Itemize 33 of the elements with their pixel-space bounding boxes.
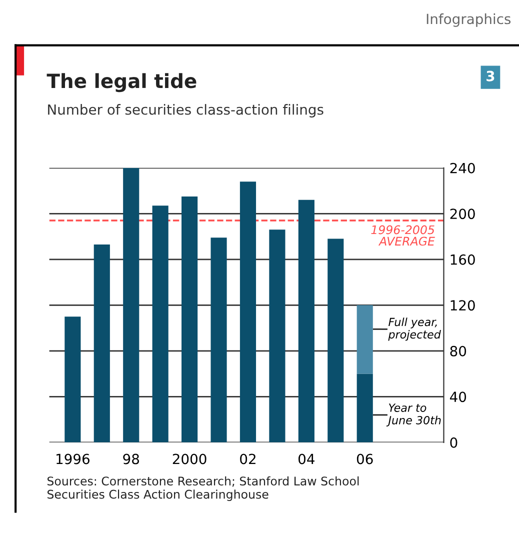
ref-line-label: 1996-2005 AVERAGE bbox=[371, 225, 435, 246]
bar bbox=[94, 244, 110, 442]
bar bbox=[269, 230, 286, 442]
series-label: Full year, projected bbox=[388, 318, 441, 341]
y-tick-label: 160 bbox=[450, 254, 475, 265]
bar bbox=[64, 316, 81, 442]
bar bbox=[152, 206, 168, 442]
text: 3 bbox=[486, 70, 494, 82]
bar bbox=[182, 196, 198, 442]
x-tick-label: 1996 bbox=[56, 454, 90, 464]
y-tick-label: 240 bbox=[450, 162, 475, 174]
y-tick-label: 120 bbox=[450, 300, 475, 311]
y-tick-label: 0 bbox=[450, 437, 458, 448]
bar bbox=[123, 168, 140, 442]
y-tick-label: 40 bbox=[450, 392, 466, 402]
bar bbox=[210, 238, 227, 442]
x-tick-label: 04 bbox=[298, 454, 314, 464]
text: Infographics bbox=[426, 13, 511, 27]
bar bbox=[298, 200, 314, 442]
x-tick-label: 2000 bbox=[172, 454, 206, 464]
y-tick-label: 200 bbox=[450, 208, 475, 220]
bar bbox=[356, 305, 373, 374]
source-note: Sources: Cornerstone Research; Stanford Law School Securities Class Action Clearinghouse bbox=[47, 476, 359, 502]
bar bbox=[356, 374, 373, 442]
bar bbox=[328, 238, 344, 442]
chart-title: The legal tide bbox=[46, 73, 196, 92]
series-label: Year to June 30th bbox=[386, 404, 441, 426]
y-tick-label: 80 bbox=[450, 346, 466, 356]
x-tick-label: 98 bbox=[123, 454, 139, 464]
bar bbox=[240, 182, 256, 442]
x-tick-label: 06 bbox=[356, 454, 373, 464]
x-tick-label: 02 bbox=[240, 454, 256, 464]
chart-subtitle: Number of securities class-action filings bbox=[48, 104, 324, 118]
